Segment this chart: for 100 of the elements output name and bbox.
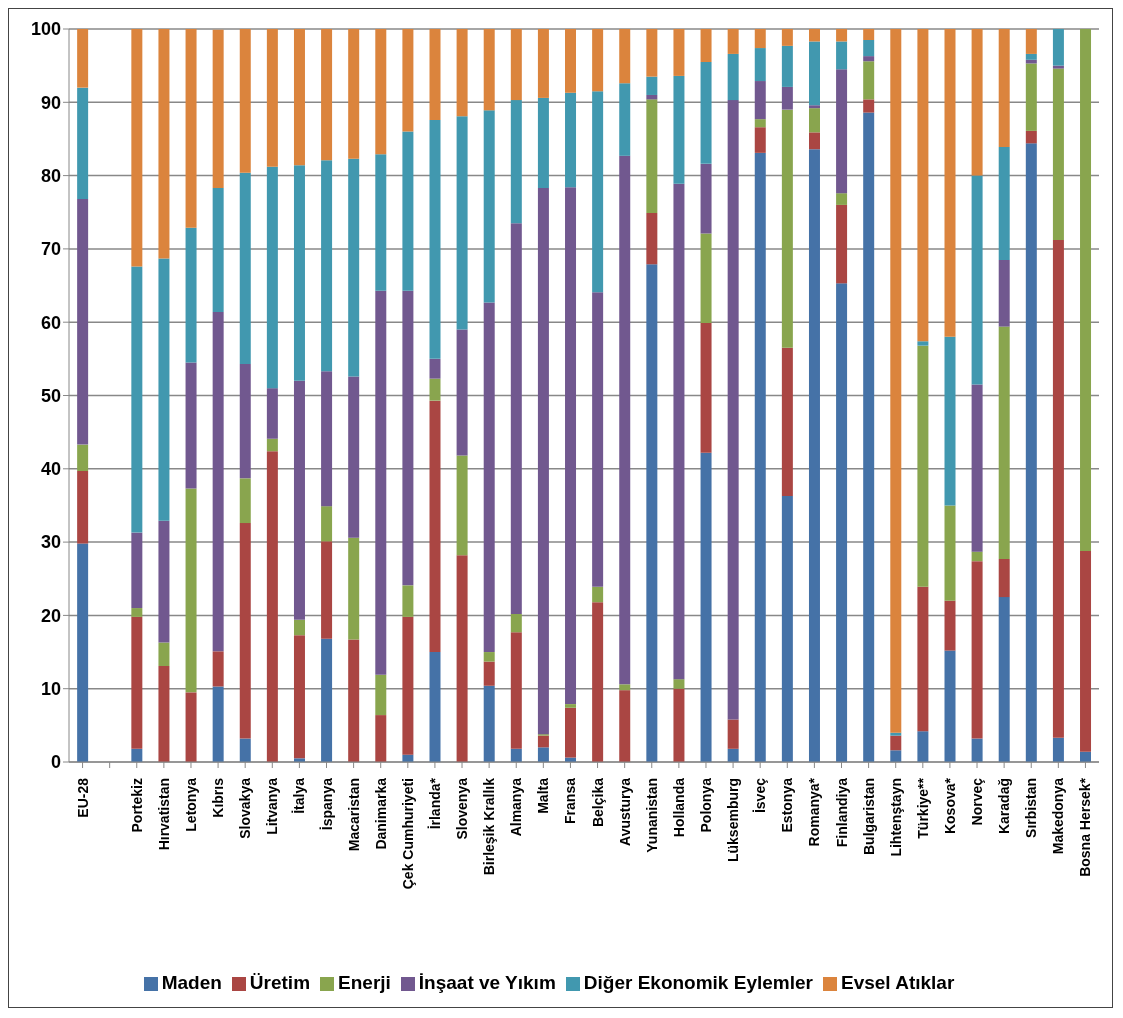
bar	[863, 61, 875, 100]
bar	[1052, 68, 1064, 241]
x-tick-label: Romanya*	[806, 777, 823, 847]
bar	[754, 127, 766, 153]
bar	[619, 83, 631, 156]
bar	[565, 187, 577, 705]
bar	[619, 155, 631, 685]
x-tick-label: Polonya	[697, 777, 714, 833]
bar	[1080, 29, 1092, 551]
bar	[998, 558, 1010, 598]
bar	[863, 29, 875, 40]
bar	[917, 586, 929, 732]
bar	[890, 735, 902, 751]
y-tick-label: 0	[50, 752, 61, 773]
x-tick-label: Slovenya	[454, 777, 471, 840]
bar	[944, 29, 956, 337]
bar	[619, 690, 631, 762]
bar	[510, 100, 522, 224]
legend-label: Enerji	[338, 972, 391, 993]
bar	[429, 400, 441, 653]
bar	[971, 384, 983, 552]
bar	[646, 29, 658, 77]
bar	[700, 452, 712, 762]
bar	[212, 188, 224, 312]
bar	[1052, 65, 1064, 69]
bar	[836, 193, 848, 205]
x-tick-label: Slovakya	[237, 777, 254, 839]
bar	[131, 29, 143, 267]
bar	[1025, 143, 1037, 762]
bar	[646, 212, 658, 265]
bar	[131, 266, 143, 533]
bar	[185, 362, 197, 489]
bar	[266, 29, 278, 167]
legend-label: Evsel Atıklar	[840, 972, 955, 993]
bar	[212, 686, 224, 762]
bar	[239, 738, 251, 762]
bar	[131, 748, 143, 762]
bar	[863, 56, 875, 62]
bar	[1025, 29, 1037, 54]
x-tick-label: Macaristan	[345, 778, 362, 852]
bar	[592, 29, 604, 92]
bar	[375, 715, 387, 762]
bar	[537, 97, 549, 189]
bar	[971, 738, 983, 762]
x-tick-label: İsveç	[752, 777, 769, 814]
bar	[375, 674, 387, 716]
y-tick-label: 10	[40, 679, 61, 700]
x-tick-label: Letonya	[182, 777, 199, 832]
bar	[592, 602, 604, 762]
y-tick-label: 50	[40, 385, 61, 406]
bar	[456, 29, 468, 117]
bar	[727, 29, 739, 54]
bar	[565, 92, 577, 188]
x-tick-label: Fransa	[562, 777, 579, 824]
x-tick-label: Makedonya	[1050, 777, 1067, 855]
y-tick-label: 30	[40, 532, 61, 553]
bar	[239, 29, 251, 173]
bar	[429, 652, 441, 762]
bar	[185, 227, 197, 363]
bar	[185, 29, 197, 228]
bar	[402, 585, 414, 617]
bar	[483, 685, 495, 762]
bar	[1052, 240, 1064, 738]
x-tick-label: Norveç	[969, 777, 986, 826]
bar	[510, 613, 522, 633]
x-tick-label: Hırvatistan	[155, 778, 172, 851]
x-tick-label: Kıbrıs	[210, 777, 227, 818]
bar	[781, 109, 793, 348]
bar	[456, 116, 468, 330]
bar	[77, 29, 89, 88]
y-tick-label: 70	[40, 239, 61, 260]
bar	[836, 283, 848, 762]
bar	[944, 600, 956, 651]
bar	[266, 438, 278, 452]
bar	[673, 29, 685, 76]
bar	[1025, 63, 1037, 131]
bar	[239, 478, 251, 524]
x-tick-label: Türkiye**	[914, 777, 931, 839]
bar	[77, 87, 89, 200]
bar	[158, 665, 170, 762]
y-tick-label: 100	[30, 19, 61, 40]
bar	[808, 108, 820, 133]
legend-label: Diğer Ekonomik Eylemler	[583, 972, 813, 993]
bar	[754, 81, 766, 120]
x-tick-label: Danimarka	[372, 777, 389, 850]
bar	[456, 329, 468, 456]
x-tick-label: Belçika	[589, 777, 606, 828]
x-tick-label: Karadağ	[996, 778, 1013, 835]
bar	[917, 731, 929, 762]
bar	[1080, 550, 1092, 752]
x-tick-label: Portekiz	[128, 778, 145, 833]
bar	[510, 29, 522, 101]
bar	[971, 551, 983, 562]
bar	[727, 100, 739, 720]
bar	[700, 322, 712, 453]
bar	[293, 29, 305, 166]
x-tick-label: Bulgaristan	[860, 778, 877, 856]
x-tick-label: Hollanda	[670, 777, 687, 838]
bar	[808, 149, 820, 762]
bar	[293, 635, 305, 759]
